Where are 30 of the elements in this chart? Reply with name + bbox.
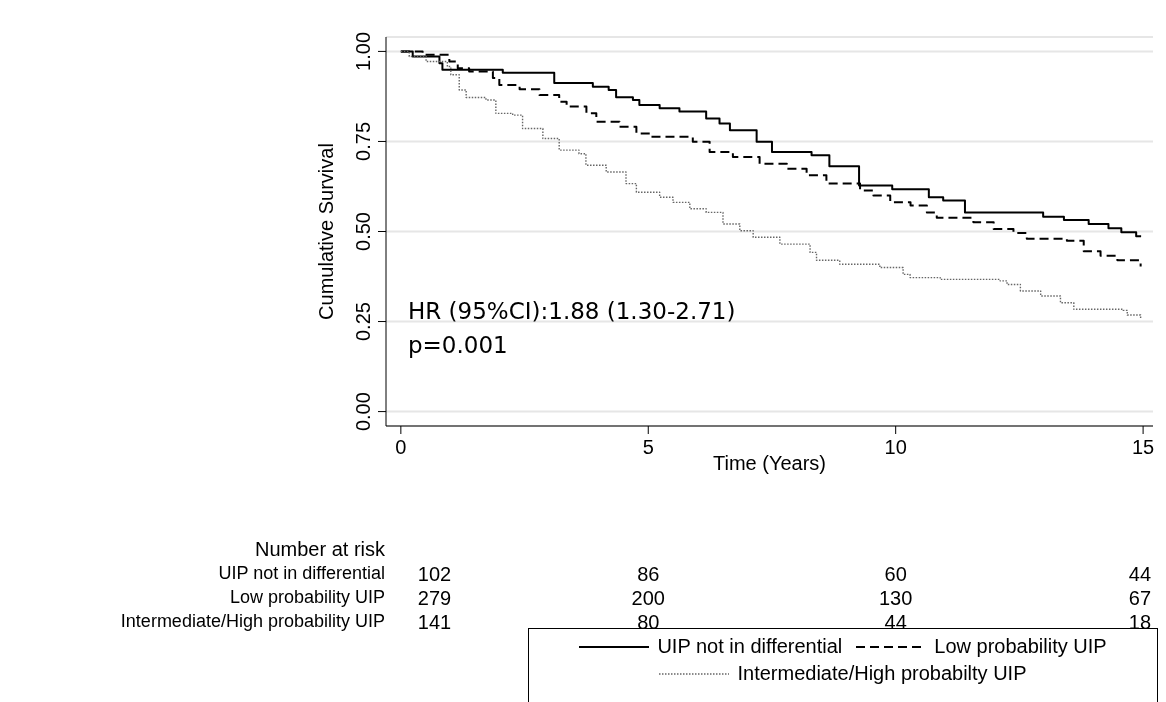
text: UIP not in differential bbox=[218, 563, 385, 584]
annotation: HR (95%CI):1.88 (1.30-2.71) bbox=[408, 298, 736, 324]
x-tick-label: 15 bbox=[1131, 436, 1155, 458]
text: 67 bbox=[1128, 587, 1152, 610]
text: 141 bbox=[417, 611, 452, 634]
text: 44 bbox=[884, 611, 907, 634]
x-axis-title: Time (Years) bbox=[713, 452, 826, 475]
y-tick-label: 0.75 bbox=[352, 121, 374, 161]
y-axis-title: Cumulative Survival bbox=[315, 143, 338, 320]
text: 130 bbox=[878, 587, 913, 610]
x-tick-label: 10 bbox=[884, 436, 907, 458]
y-tick-label: 1.00 bbox=[352, 31, 374, 71]
text: 86 bbox=[637, 563, 660, 586]
annotation: p=0.001 bbox=[408, 332, 508, 358]
text: Low probability UIP bbox=[229, 587, 385, 608]
text: Number at risk bbox=[254, 538, 385, 561]
legend-label: UIP not in differential bbox=[657, 635, 843, 658]
y-tick-label: 0.00 bbox=[352, 392, 374, 432]
y-tick-label: 0.25 bbox=[352, 302, 374, 342]
text: 279 bbox=[417, 587, 452, 610]
text: 44 bbox=[1128, 563, 1152, 586]
legend-label: Intermediate/High probabilty UIP bbox=[737, 662, 1027, 685]
text: Intermediate/High probability UIP bbox=[120, 611, 385, 632]
x-tick-label: 0 bbox=[395, 436, 407, 458]
text: 200 bbox=[631, 587, 665, 610]
text: 60 bbox=[884, 563, 907, 586]
text: 102 bbox=[417, 563, 452, 586]
y-tick-label: 0.50 bbox=[352, 212, 374, 251]
legend-label: Low probability UIP bbox=[934, 635, 1107, 658]
x-tick-label: 5 bbox=[642, 436, 654, 458]
